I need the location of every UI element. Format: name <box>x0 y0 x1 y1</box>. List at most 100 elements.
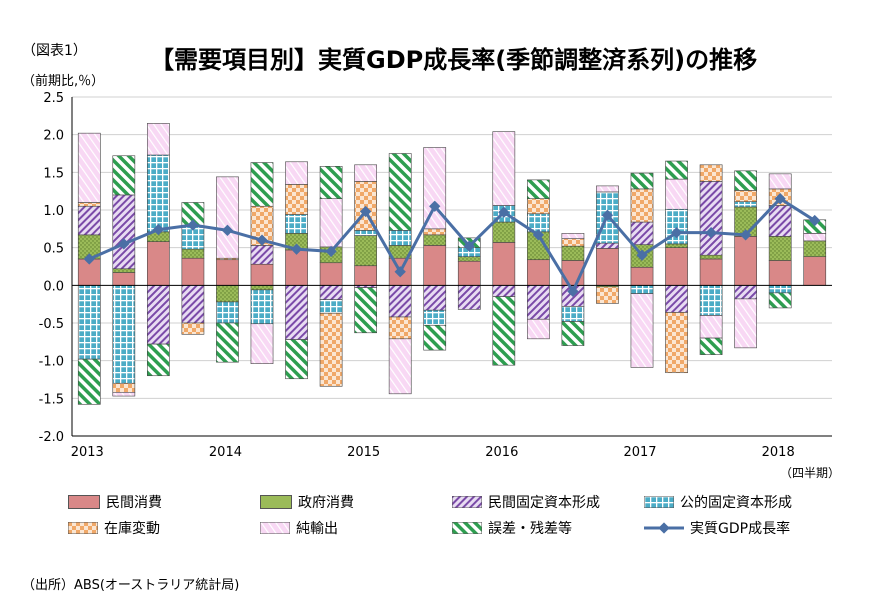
bar-segment-govt-consumption <box>803 240 827 258</box>
bar-segment-public-investment <box>147 154 170 233</box>
legend-label: 政府消費 <box>298 495 354 511</box>
legend-item-net-exports: 純輸出 <box>260 518 338 538</box>
bar-segment-public-investment <box>768 285 792 294</box>
bar-segment-govt-consumption <box>699 254 723 260</box>
legend-item-govt-consumption: 政府消費 <box>260 492 354 512</box>
bar-segment-public-investment <box>561 306 585 322</box>
bar-segment-net-exports <box>388 338 412 395</box>
legend-label: 実質GDP成長率 <box>690 521 791 537</box>
x-axis-unit-label: （四半期） <box>780 466 841 480</box>
bar-segment-net-exports <box>285 161 308 185</box>
bar-segment-net-exports <box>423 147 447 230</box>
bar-segment-public-investment <box>112 285 136 384</box>
bar-segment-private-investment <box>250 245 274 265</box>
bar-segment-public-investment <box>354 230 377 236</box>
bar-segment-public-investment <box>630 285 654 294</box>
bar-segment-net-exports <box>527 318 550 340</box>
bar-segment-statistical-discrepancy <box>665 160 688 180</box>
gdp-point <box>774 193 786 205</box>
bar-segment-private-consumption <box>596 248 619 286</box>
bar-segment-private-consumption <box>803 256 827 286</box>
bar-segment-statistical-discrepancy <box>354 287 377 334</box>
legend-swatch <box>260 495 292 509</box>
y-axis-unit-label: （前期比,％） <box>22 74 105 89</box>
y-tick-label: 2.0 <box>43 129 64 144</box>
bar-segment-private-investment <box>319 285 343 300</box>
gdp-point <box>705 226 717 239</box>
y-tick-label: -1.0 <box>39 355 64 370</box>
gdp-point <box>739 229 752 241</box>
gdp-point <box>290 243 303 255</box>
bar-segment-statistical-discrepancy <box>699 337 723 355</box>
gdp-point <box>636 249 648 261</box>
x-tick-label: 2013 <box>71 445 104 460</box>
bar-segment-statistical-discrepancy <box>112 155 136 196</box>
bar-segment-inventory <box>665 312 688 374</box>
gdp-point <box>187 219 199 231</box>
gdp-point <box>429 200 441 212</box>
legend-item-statistical-discrepancy: 誤差・残差等 <box>452 518 572 538</box>
bar-segment-statistical-discrepancy <box>423 324 447 351</box>
bar-segment-net-exports <box>803 233 827 242</box>
bar-segment-public-investment <box>77 285 101 360</box>
x-tick-label: 2017 <box>623 445 656 460</box>
bar-segment-net-exports <box>768 173 792 190</box>
bar-segment-net-exports <box>354 164 377 182</box>
bar-segment-net-exports <box>492 131 516 206</box>
legend-item-public-investment: 公的固定資本形成 <box>644 492 792 512</box>
bar-segment-govt-consumption <box>665 243 688 248</box>
bar-segment-statistical-discrepancy <box>492 296 516 366</box>
bar-segment-public-investment <box>423 309 447 326</box>
bar-segment-govt-consumption <box>561 245 585 261</box>
legend-label: 民間固定資本形成 <box>488 495 600 511</box>
gdp-point <box>394 266 406 278</box>
bar-segment-private-investment <box>630 221 654 245</box>
bar-segment-private-consumption <box>285 249 308 286</box>
bar-segment-inventory <box>388 316 412 340</box>
legend-item-inventory: 在庫変動 <box>68 518 160 538</box>
bar-segment-inventory <box>112 382 136 393</box>
legend-label: 在庫変動 <box>104 521 160 537</box>
bar-segment-statistical-discrepancy <box>388 153 412 231</box>
bar-segment-private-consumption <box>112 272 136 286</box>
x-tick-label: 2014 <box>209 445 242 460</box>
bar-segment-statistical-discrepancy <box>561 321 585 346</box>
legend-item-private-consumption: 民間消費 <box>68 492 162 512</box>
bar-segment-public-investment <box>319 299 343 314</box>
gdp-line <box>83 193 821 298</box>
bar-segment-inventory <box>181 322 205 335</box>
y-tick-label: 0.5 <box>43 242 64 257</box>
figure-label: （図表1） <box>22 43 87 59</box>
bar-segment-private-consumption <box>354 265 377 286</box>
bar-segment-inventory <box>423 228 447 236</box>
bar-segment-public-investment <box>388 230 412 246</box>
bar-segment-net-exports <box>734 298 757 349</box>
bar-segment-private-investment <box>77 205 101 236</box>
gdp-point <box>809 214 821 227</box>
bar-segment-private-investment <box>492 285 516 297</box>
gdp-point <box>463 240 475 252</box>
bar-segment-statistical-discrepancy <box>250 162 274 207</box>
x-axis-labels: 2013 2014 2015 2016 2017 2018 <box>71 445 795 460</box>
bar-segment-net-exports <box>665 178 688 210</box>
legend-item-gdp-growth: 実質GDP成長率 <box>644 518 790 538</box>
gdp-line-path <box>88 196 816 295</box>
gdp-point <box>670 226 683 239</box>
bar-segment-private-consumption <box>768 260 792 286</box>
bar-segment-net-exports <box>630 293 654 368</box>
bar-segment-private-investment <box>285 285 308 340</box>
bar-segment-inventory <box>734 190 757 203</box>
bar-segment-private-investment <box>147 285 170 345</box>
bar-segment-inventory <box>561 238 585 247</box>
y-tick-label: 2.5 <box>43 91 64 106</box>
bar-segment-govt-consumption <box>768 236 792 261</box>
y-tick-label: -2.0 <box>39 430 64 445</box>
bar-segment-private-investment <box>181 285 205 324</box>
bar-segment-govt-consumption <box>216 285 239 303</box>
bar-segment-private-consumption <box>147 241 170 286</box>
bar-segment-statistical-discrepancy <box>147 343 170 377</box>
bar-segment-net-exports <box>250 323 274 364</box>
gdp-point <box>152 223 165 236</box>
bar-segment-private-investment <box>596 242 619 249</box>
bar-segment-inventory <box>596 286 619 304</box>
